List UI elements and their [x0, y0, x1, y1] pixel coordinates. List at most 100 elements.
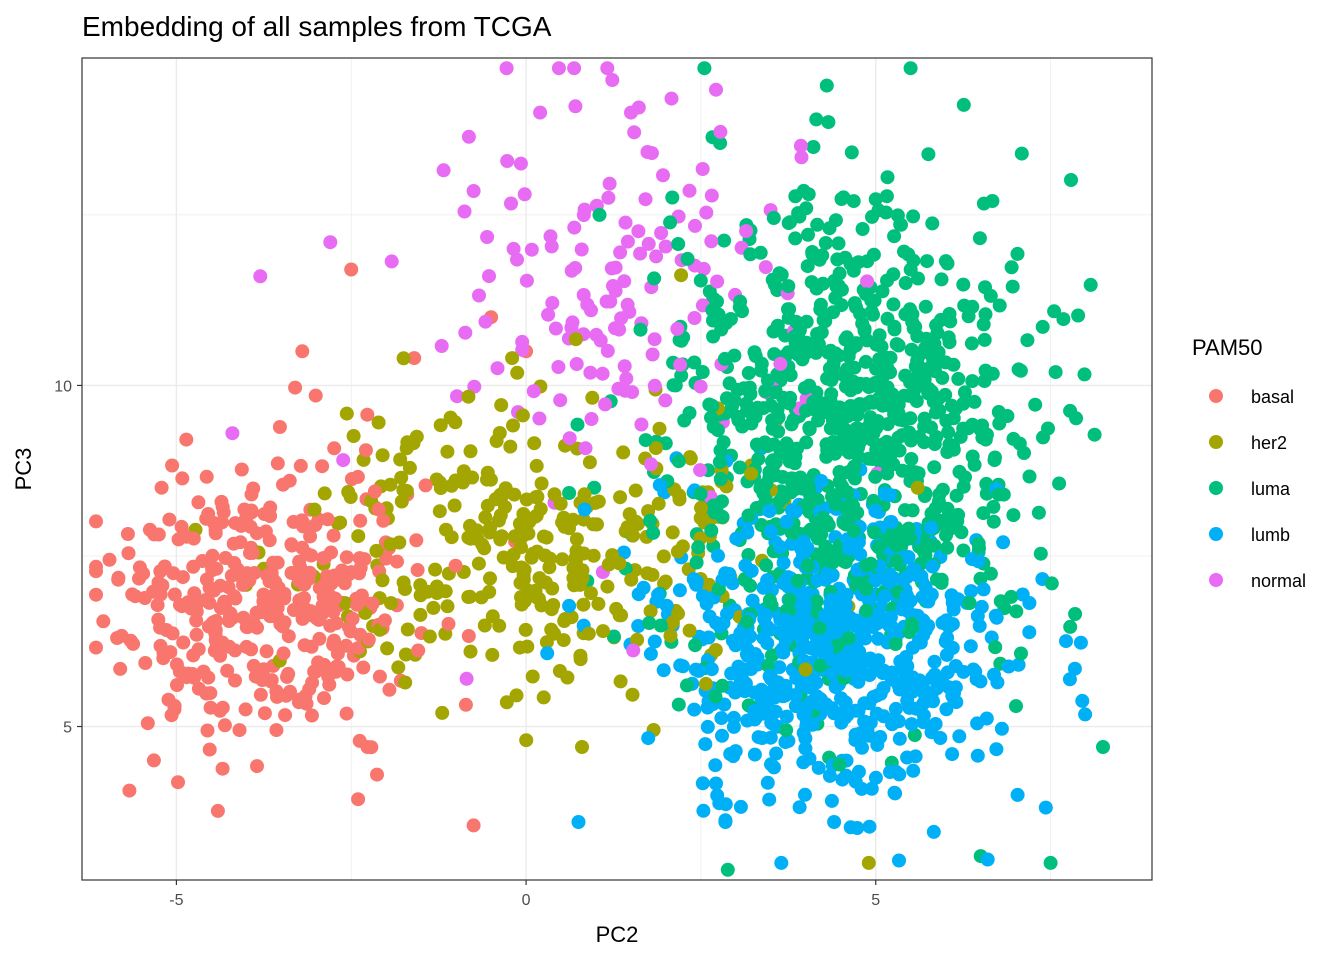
point-her2 [448, 415, 463, 430]
point-lumb [988, 608, 1003, 623]
legend-items: basal her2 luma lumb normal [1209, 387, 1306, 591]
point-her2 [383, 477, 398, 492]
point-normal [517, 187, 532, 202]
point-her2 [391, 660, 406, 675]
point-lumb [651, 587, 666, 602]
point-luma [861, 380, 876, 395]
point-luma [965, 374, 980, 389]
point-luma [946, 438, 960, 453]
point-luma [928, 501, 943, 516]
point-basal [350, 597, 364, 612]
point-lumb [796, 534, 811, 549]
point-lumb [976, 582, 991, 597]
point-lumb [813, 691, 827, 706]
point-her2 [488, 492, 503, 507]
point-her2 [447, 498, 462, 513]
point-luma [841, 349, 856, 364]
point-luma [1009, 604, 1024, 619]
point-her2 [528, 490, 543, 505]
point-luma [1044, 576, 1059, 591]
point-basal [184, 601, 199, 616]
point-luma [809, 594, 824, 609]
point-luma [783, 215, 797, 230]
point-normal [704, 234, 719, 249]
point-luma [976, 506, 991, 521]
legend: PAM50 basal her2 luma lumb normal [1192, 335, 1306, 591]
point-basal [317, 691, 331, 706]
point-her2 [698, 676, 713, 691]
point-normal [633, 246, 648, 261]
point-luma [919, 331, 934, 346]
point-her2 [375, 448, 390, 463]
point-luma [688, 638, 703, 653]
point-normal [618, 215, 633, 230]
point-luma [782, 396, 797, 411]
point-lumb [758, 607, 773, 622]
point-lumb [1010, 787, 1025, 802]
point-lumb [825, 567, 840, 582]
legend-title: PAM50 [1192, 335, 1263, 360]
point-luma [819, 78, 834, 93]
point-normal [647, 378, 662, 393]
point-luma [834, 298, 849, 313]
point-lumb [540, 646, 555, 661]
point-lumb [726, 710, 741, 725]
point-luma [986, 514, 1001, 529]
point-her2 [422, 629, 437, 644]
point-basal [132, 571, 146, 586]
point-luma [978, 307, 993, 322]
point-her2 [529, 458, 544, 473]
point-normal [595, 366, 610, 381]
point-her2 [483, 472, 498, 487]
point-her2 [463, 444, 478, 459]
point-normal [225, 426, 240, 441]
point-basal [296, 516, 311, 530]
point-lumb [907, 562, 922, 577]
point-her2 [552, 664, 567, 678]
point-luma [740, 403, 754, 418]
point-normal [640, 145, 655, 159]
point-luma [1043, 855, 1058, 870]
point-lumb [774, 855, 789, 870]
point-basal [191, 642, 206, 657]
point-her2 [494, 398, 509, 413]
point-her2 [640, 566, 655, 581]
point-luma [811, 250, 826, 265]
point-luma [962, 596, 977, 610]
point-lumb [809, 643, 824, 658]
point-luma [921, 147, 936, 162]
point-normal [568, 99, 583, 114]
point-basal [165, 458, 180, 473]
point-basal [226, 536, 241, 551]
point-normal [567, 220, 582, 235]
point-luma [832, 465, 847, 479]
point-luma [782, 592, 797, 607]
point-her2 [665, 525, 680, 540]
point-lumb [778, 612, 793, 627]
point-basal [200, 723, 215, 738]
point-lumb [708, 758, 723, 773]
point-luma [832, 266, 847, 281]
point-lumb [691, 663, 706, 678]
point-luma [732, 460, 747, 475]
point-luma [642, 616, 657, 630]
point-her2 [489, 434, 504, 448]
point-lumb [888, 786, 903, 801]
point-luma [697, 61, 712, 76]
point-normal [565, 315, 580, 330]
point-normal [526, 384, 541, 399]
point-luma [943, 314, 958, 329]
point-normal [490, 361, 505, 376]
point-her2 [456, 464, 471, 479]
point-lumb [972, 618, 987, 633]
point-luma [927, 460, 942, 475]
point-basal [89, 640, 103, 655]
point-lumb [1073, 635, 1088, 650]
point-her2 [613, 674, 628, 689]
point-basal [245, 545, 260, 560]
point-lumb [964, 584, 979, 599]
point-normal [545, 296, 560, 310]
point-luma [956, 543, 971, 558]
point-her2 [533, 502, 548, 516]
point-normal [480, 230, 495, 244]
